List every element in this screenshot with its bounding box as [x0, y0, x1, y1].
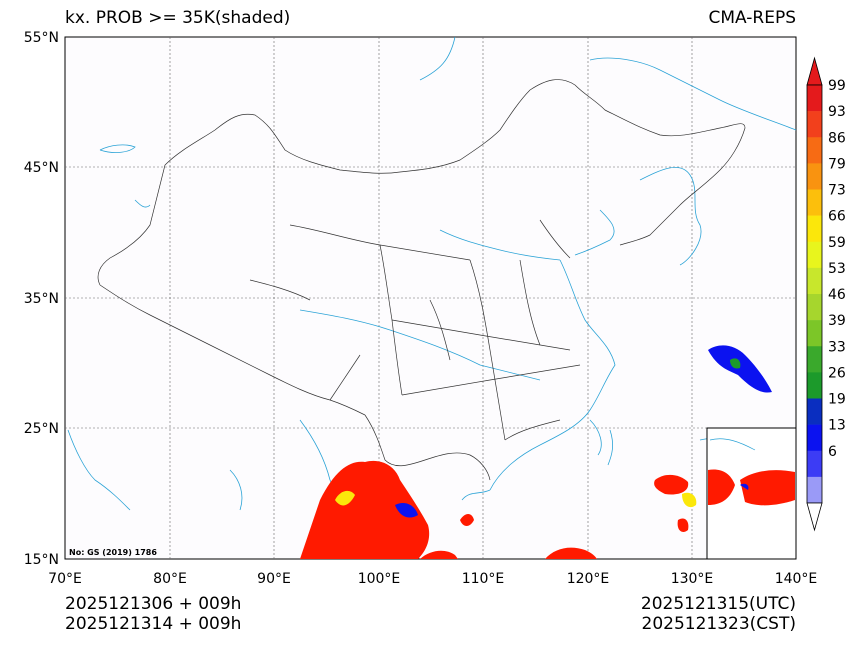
- lat-label: 35°N: [24, 291, 59, 307]
- colorbar-label: 53: [828, 261, 846, 277]
- lon-label: 130°E: [671, 571, 714, 587]
- lat-axis: 55°N 45°N 35°N 25°N 15°N: [24, 30, 59, 568]
- lon-label: 110°E: [462, 571, 505, 587]
- valid-utc: 2025121315(UTC): [640, 594, 796, 614]
- colorbar-label: 73: [828, 183, 846, 199]
- colorbar-segment: [807, 320, 822, 347]
- colorbar-segment: [807, 85, 822, 112]
- colorbar-segment: [807, 111, 822, 138]
- coastlines: [67, 36, 797, 546]
- probability-shading: [300, 345, 772, 559]
- colorbar-segment: [807, 424, 822, 452]
- lon-label: 90°E: [257, 571, 291, 587]
- lat-label: 55°N: [24, 30, 59, 46]
- lon-axis: 70°E 80°E 90°E 100°E 110°E 120°E 130°E 1…: [48, 571, 817, 587]
- admin-borders: [97, 79, 746, 481]
- colorbar-segment: [807, 189, 822, 216]
- colorbar-label: 6: [828, 444, 837, 460]
- init-utc: 2025121306 + 009h: [65, 594, 242, 614]
- colorbar-segment: [807, 346, 822, 373]
- south-china-sea-inset: [706, 427, 797, 560]
- colorbar-label: 99: [828, 78, 846, 94]
- lat-label: 45°N: [24, 160, 59, 176]
- colorbar-label: 39: [828, 313, 846, 329]
- colorbar-label: 26: [828, 365, 846, 381]
- colorbar-label: 86: [828, 130, 846, 146]
- footer-init: 2025121306 + 009h 2025121314 + 009h: [65, 594, 241, 634]
- init-cst: 2025121314 + 009h: [65, 614, 242, 634]
- lat-label: 15°N: [24, 552, 59, 568]
- model-name: CMA-REPS: [708, 8, 796, 28]
- colorbar-segment: [807, 215, 822, 243]
- colorbar-segment: [807, 163, 822, 190]
- colorbar-extend-min: [806, 502, 823, 532]
- colorbar-segment: [807, 476, 822, 504]
- colorbar-extend-max: [806, 56, 823, 86]
- lon-label: 100°E: [358, 571, 401, 587]
- colorbar: 99 93 86 79 73 66 59 53 46 39 33 26 19 13 6: [806, 56, 846, 532]
- map-credit: No: GS (2019) 1786: [69, 548, 157, 557]
- lon-label: 140°E: [775, 571, 818, 587]
- colorbar-label: 13: [828, 418, 846, 434]
- lon-label: 120°E: [567, 571, 610, 587]
- colorbar-label: 66: [828, 209, 846, 225]
- colorbar-label: 19: [828, 392, 846, 408]
- colorbar-segment: [807, 450, 822, 478]
- footer-valid: 2025121315(UTC) 2025121323(CST): [641, 594, 796, 634]
- valid-cst: 2025121323(CST): [641, 614, 796, 634]
- colorbar-label: 93: [828, 104, 846, 120]
- lon-label: 70°E: [48, 571, 82, 587]
- colorbar-segment: [807, 241, 822, 269]
- colorbar-segment: [807, 267, 822, 295]
- colorbar-label: 59: [828, 235, 846, 251]
- map-title: kx. PROB >= 35K(shaded): [65, 8, 291, 28]
- colorbar-label: 33: [828, 339, 846, 355]
- colorbar-segment: [807, 137, 822, 164]
- lon-label: 80°E: [153, 571, 187, 587]
- colorbar-segment: [807, 294, 822, 321]
- lat-label: 25°N: [24, 421, 59, 437]
- colorbar-segment: [807, 398, 822, 425]
- colorbar-segment: [807, 372, 822, 399]
- colorbar-label: 79: [828, 156, 846, 172]
- gridlines: [65, 37, 796, 559]
- colorbar-label: 46: [828, 287, 846, 303]
